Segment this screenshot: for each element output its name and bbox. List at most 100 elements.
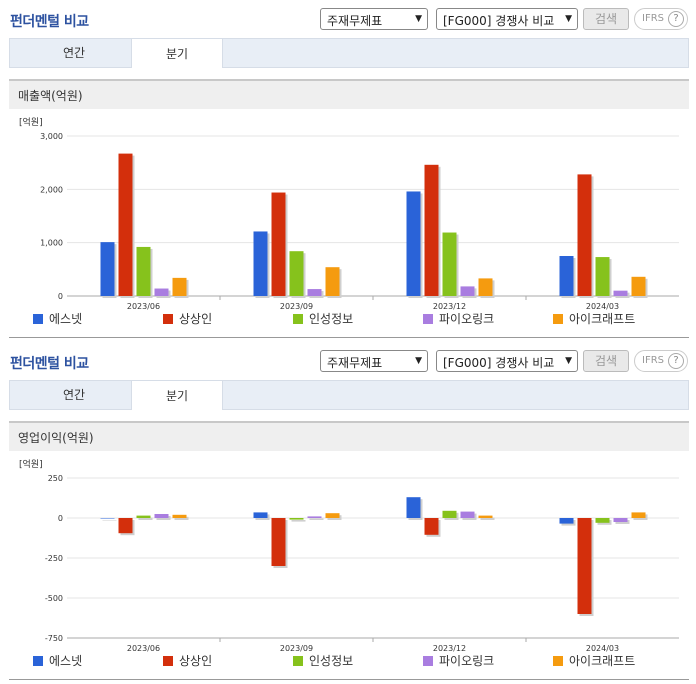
revenue-chart-svg: [억원] 0 1,000 2,000 3,000 2023/06 2023/09 2023/1…	[19, 116, 679, 326]
x-tick-label: 2023/09	[280, 302, 313, 311]
ifrs-button[interactable]: IFRS?	[634, 8, 688, 30]
bar	[325, 267, 340, 296]
y-tick-label: 0	[58, 292, 63, 301]
divider	[9, 679, 689, 680]
y-tick-label: -250	[45, 554, 63, 563]
legend-label: 아이크래프트	[569, 312, 635, 326]
compare-select[interactable]: [FG000] 경쟁사 비교 ▼	[436, 350, 578, 372]
legend-label: 에스넷	[49, 654, 82, 668]
statement-select[interactable]: 주재무제표 ▼	[320, 8, 428, 30]
operating-income-chart: [억원] -750 -500 -250 0 250 2023/06 2023/09 2023/1…	[9, 452, 689, 680]
bar	[577, 174, 592, 296]
panel-title: 펀더멘털 비교	[10, 14, 89, 30]
search-button[interactable]: 검색	[583, 8, 629, 30]
x-tick-label: 2023/06	[127, 302, 160, 311]
compare-select-value: [FG000] 경쟁사 비교	[443, 14, 555, 28]
operating-income-chart-svg: [억원] -750 -500 -250 0 250 2023/06 2023/09 2023/1…	[19, 458, 679, 668]
bar	[154, 514, 169, 518]
bar	[172, 277, 187, 296]
bar	[424, 164, 439, 296]
ifrs-button[interactable]: IFRS?	[634, 350, 688, 372]
bar	[559, 256, 574, 296]
bar	[136, 515, 151, 518]
bar-shadow	[309, 518, 324, 520]
tab-quarterly[interactable]: 분기	[131, 38, 223, 68]
y-tick-label: -750	[45, 634, 63, 643]
bar	[289, 518, 304, 520]
tab-annual[interactable]: 연간	[62, 388, 86, 402]
bar	[100, 242, 115, 296]
bar	[577, 518, 592, 614]
bar	[289, 251, 304, 296]
bar	[595, 257, 610, 296]
legend-label: 파이오링크	[439, 654, 494, 668]
chevron-down-icon: ▼	[415, 14, 422, 24]
y-tick-label: 250	[48, 474, 63, 483]
search-button[interactable]: 검색	[583, 350, 629, 372]
bar	[631, 512, 646, 518]
bar	[118, 518, 133, 534]
bar	[325, 513, 340, 518]
y-tick-label: 0	[58, 514, 63, 523]
bar	[460, 286, 475, 296]
legend-swatch	[553, 314, 563, 324]
chevron-down-icon: ▼	[565, 14, 572, 24]
x-tick-label: 2023/06	[127, 644, 160, 653]
legend-swatch	[33, 314, 43, 324]
x-tick-label: 2023/09	[280, 644, 313, 653]
legend-swatch	[293, 656, 303, 666]
statement-select[interactable]: 주재무제표 ▼	[320, 350, 428, 372]
bar	[595, 518, 610, 523]
chart-section-header: 매출액(억원)	[9, 79, 689, 109]
bar	[424, 518, 439, 535]
bar	[253, 512, 268, 518]
bar	[478, 278, 493, 296]
bar-shadow	[291, 520, 306, 522]
legend-label: 상상인	[179, 654, 212, 668]
bar	[406, 497, 421, 518]
bar	[118, 153, 133, 296]
y-tick-label: -500	[45, 594, 63, 603]
bar	[172, 514, 187, 518]
divider	[9, 337, 689, 338]
legend-label: 상상인	[179, 312, 212, 326]
ifrs-label: IFRS	[642, 13, 664, 24]
x-tick-label: 2024/03	[586, 644, 619, 653]
bar	[253, 231, 268, 296]
bar	[559, 518, 574, 524]
bar	[613, 518, 628, 522]
legend-label: 인성정보	[309, 312, 353, 326]
compare-select[interactable]: [FG000] 경쟁사 비교 ▼	[436, 8, 578, 30]
chevron-down-icon: ▼	[565, 356, 572, 366]
bar	[613, 290, 628, 296]
bar	[100, 518, 115, 519]
legend-label: 에스넷	[49, 312, 82, 326]
help-icon: ?	[668, 353, 684, 369]
panel-header: 펀더멘털 비교 주재무제표 ▼ [FG000] 경쟁사 비교 ▼ 검색 IFRS?	[0, 0, 696, 38]
legend-swatch	[423, 314, 433, 324]
bar-shadow	[138, 517, 153, 520]
ifrs-label: IFRS	[642, 355, 664, 366]
bar-shadow	[174, 516, 189, 520]
x-tick-label: 2023/12	[433, 302, 466, 311]
unit-label: [억원]	[19, 116, 43, 128]
x-tick-label: 2024/03	[586, 302, 619, 311]
bar-shadow	[480, 517, 495, 520]
tab-annual[interactable]: 연간	[62, 46, 86, 60]
legend-swatch	[33, 656, 43, 666]
y-tick-label: 2,000	[40, 185, 63, 194]
bar	[271, 518, 286, 566]
bar	[136, 246, 151, 296]
legend-label: 아이크래프트	[569, 654, 635, 668]
bar	[307, 289, 322, 296]
legend-swatch	[163, 656, 173, 666]
legend-label: 인성정보	[309, 654, 353, 668]
unit-label: [억원]	[19, 458, 43, 470]
bar	[307, 516, 322, 518]
panel-title: 펀더멘털 비교	[10, 356, 89, 372]
bar	[406, 191, 421, 296]
tab-quarterly[interactable]: 분기	[131, 380, 223, 410]
bar-shadow	[102, 520, 117, 521]
legend-swatch	[423, 656, 433, 666]
chevron-down-icon: ▼	[415, 356, 422, 366]
